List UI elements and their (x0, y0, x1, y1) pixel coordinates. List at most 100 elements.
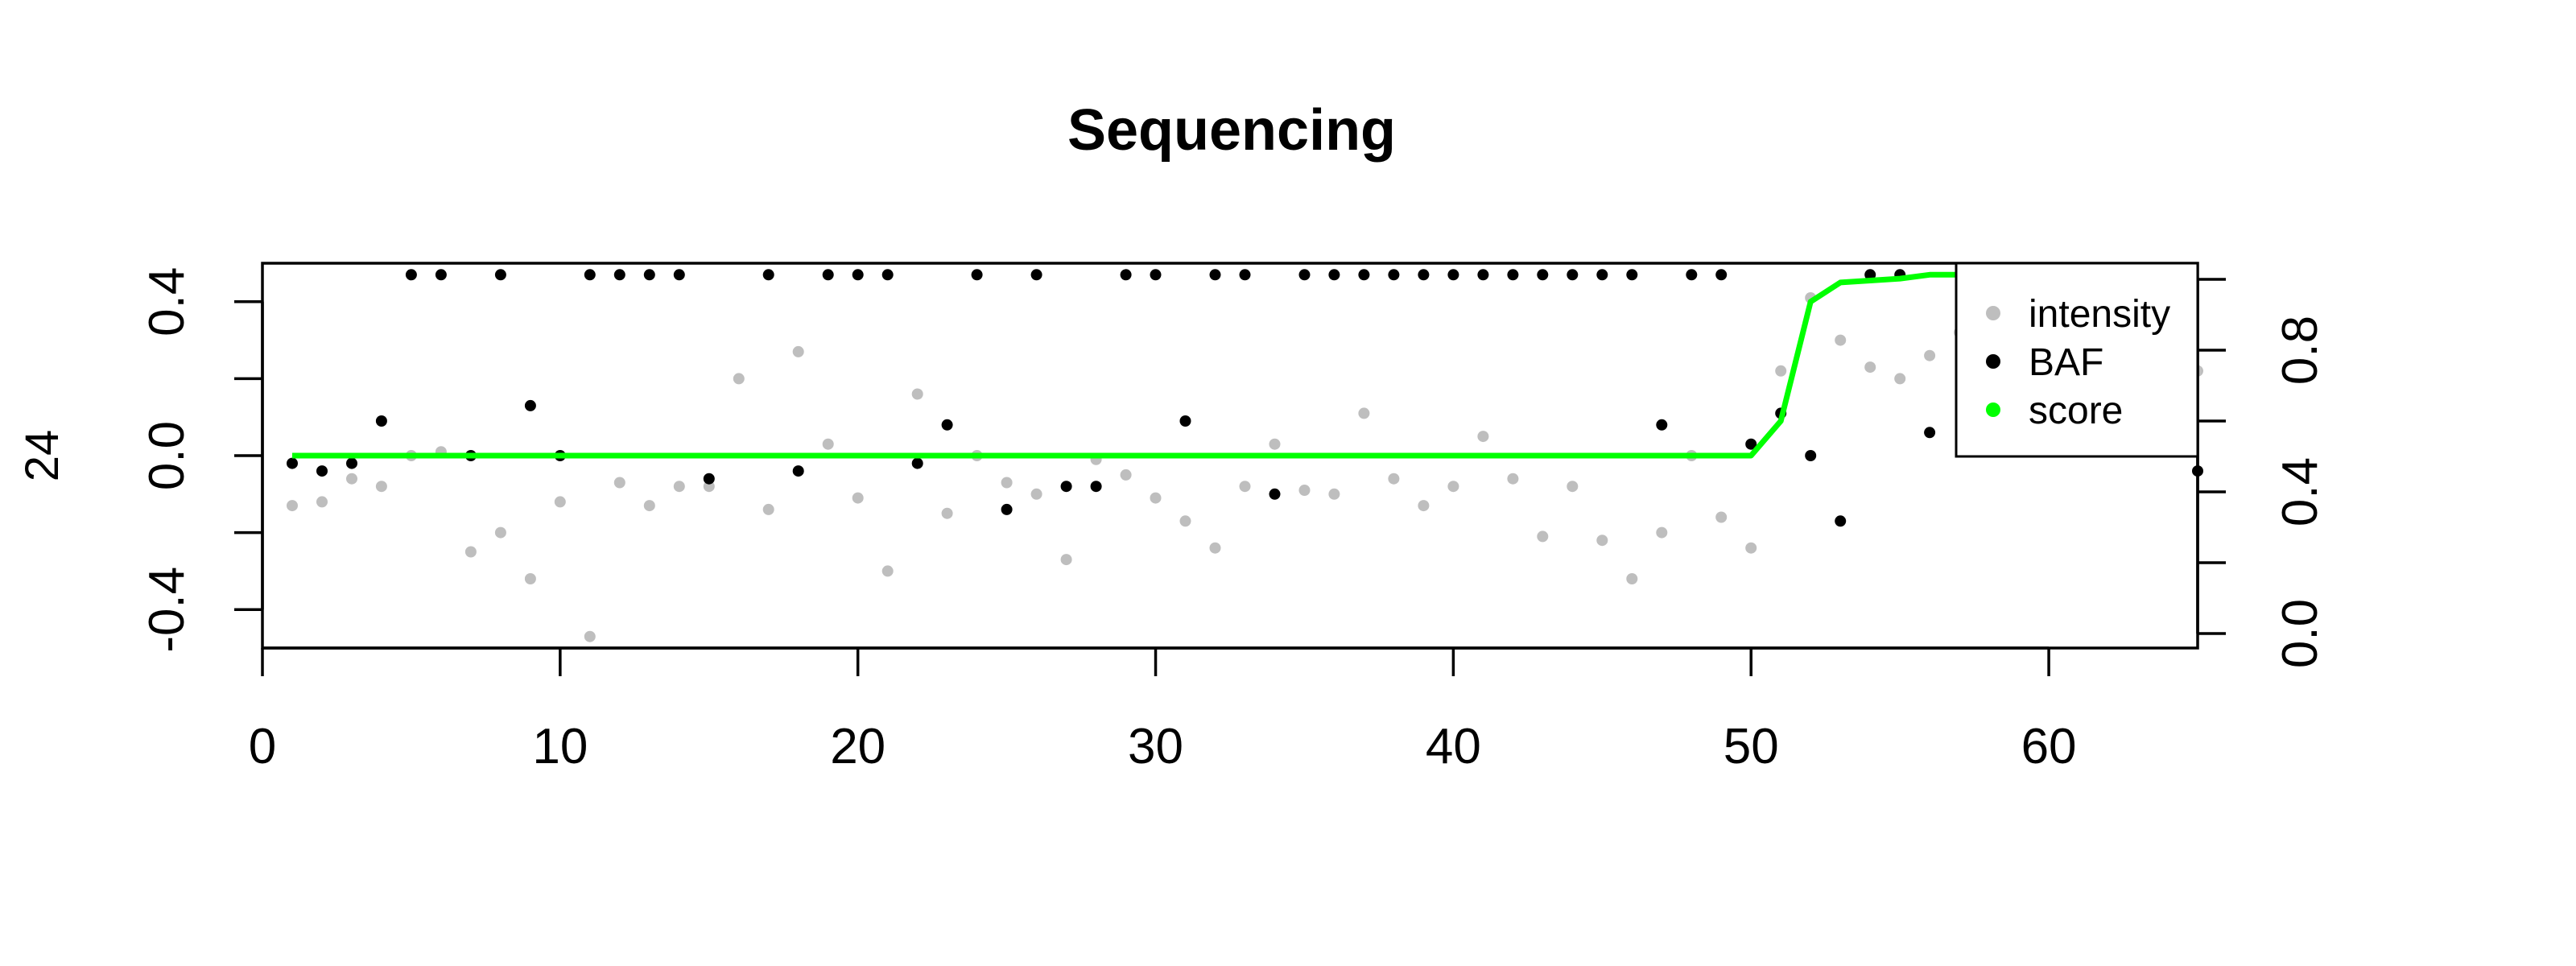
intensity-point (1775, 365, 1787, 377)
intensity-point (1328, 488, 1340, 500)
y-right-tick-label: 0.4 (2273, 457, 2328, 526)
intensity-point (643, 500, 655, 512)
intensity-point (1864, 361, 1876, 374)
BAF-point (1239, 269, 1251, 281)
intensity-point (1358, 407, 1370, 419)
intensity-point (941, 507, 953, 519)
BAF-point (1358, 269, 1370, 281)
BAF-point (435, 269, 447, 281)
BAF-point (613, 269, 625, 281)
BAF-point (1477, 269, 1489, 281)
BAF-point (673, 269, 685, 281)
intensity-point (524, 573, 536, 584)
legend-marker (1986, 402, 2000, 417)
intensity-point (1715, 511, 1728, 523)
x-tick-label: 40 (1426, 719, 1481, 774)
BAF-point (1686, 269, 1698, 281)
x-tick-label: 10 (532, 719, 588, 774)
BAF-point (1060, 481, 1072, 493)
BAF-point (1150, 269, 1162, 281)
intensity-point (1835, 334, 1847, 346)
intensity-point (316, 496, 328, 508)
intensity-point (1567, 481, 1579, 493)
y-right-tick-label: 0.0 (2273, 599, 2328, 668)
intensity-point (1269, 438, 1281, 450)
intensity-point (911, 388, 923, 400)
intensity-point (1030, 488, 1042, 500)
intensity-point (881, 565, 894, 577)
intensity-point (375, 481, 387, 493)
BAF-point (1269, 488, 1281, 500)
BAF-point (1567, 269, 1579, 281)
BAF-point (1179, 415, 1191, 427)
intensity-point (494, 526, 506, 539)
BAF-point (971, 269, 983, 281)
BAF-point (1626, 269, 1638, 281)
intensity-point (1150, 492, 1162, 504)
intensity-point (1656, 526, 1668, 539)
intensity-point (1447, 481, 1459, 493)
intensity-point (1298, 485, 1311, 496)
intensity-point (1507, 473, 1519, 485)
legend-marker (1986, 306, 2000, 320)
BAF-point (822, 269, 834, 281)
intensity-point (792, 345, 804, 357)
BAF-point (1924, 427, 1936, 439)
BAF-point (1388, 269, 1400, 281)
intensity-point (1239, 481, 1251, 493)
intensity-point (1209, 542, 1221, 554)
intensity-point (1596, 535, 1608, 547)
BAF-point (1835, 515, 1847, 527)
BAF-point (703, 473, 715, 485)
BAF-point (881, 269, 894, 281)
BAF-point (494, 269, 506, 281)
intensity-point (762, 503, 774, 515)
x-tick-label: 50 (1724, 719, 1779, 774)
legend-label: score (2029, 390, 2123, 432)
y-left-tick-label: -0.4 (139, 567, 195, 653)
BAF-point (1596, 269, 1608, 281)
intensity-point (584, 630, 596, 642)
BAF-point (1120, 269, 1132, 281)
BAF-point (1805, 450, 1817, 461)
intensity-point (1894, 373, 1906, 385)
BAF-point (852, 269, 864, 281)
BAF-point (1656, 419, 1668, 431)
intensity-point (733, 373, 745, 385)
intensity-point (852, 492, 864, 504)
intensity-point (822, 438, 834, 450)
legend-label: BAF (2029, 341, 2103, 384)
intensity-point (1060, 554, 1072, 566)
BAF-point (941, 419, 953, 431)
BAF-point (346, 457, 357, 469)
intensity-point (1120, 469, 1132, 481)
BAF-point (1447, 269, 1459, 281)
BAF-point (911, 457, 923, 469)
BAF-point (643, 269, 655, 281)
intensity-point (1001, 477, 1013, 489)
axes: 0 10 20 30 40 50 60 -0.4 0.0 0.4 0.0 0.4 0.8 (139, 267, 2328, 774)
intensity-point (673, 481, 685, 493)
intensity-point (1745, 542, 1757, 554)
intensity-point (1388, 473, 1400, 485)
y-axis-label: 24 (16, 430, 68, 482)
legend-marker (1986, 354, 2000, 369)
BAF-point (792, 465, 804, 477)
BAF-point (1507, 269, 1519, 281)
intensity-point (554, 496, 566, 508)
intensity-point (1626, 573, 1638, 584)
BAF-point (1745, 438, 1757, 450)
x-tick-label: 30 (1128, 719, 1183, 774)
BAF-point (524, 399, 536, 411)
y-right-tick-label: 0.8 (2273, 316, 2328, 385)
BAF-point (316, 465, 328, 477)
y-left-tick-label: 0.0 (139, 421, 195, 490)
intensity-point (613, 477, 625, 489)
BAF-point (1030, 269, 1042, 281)
y-left-tick-label: 0.4 (139, 267, 195, 336)
intensity-point (287, 500, 298, 512)
intensity-point (1418, 500, 1430, 512)
BAF-point (1298, 269, 1311, 281)
